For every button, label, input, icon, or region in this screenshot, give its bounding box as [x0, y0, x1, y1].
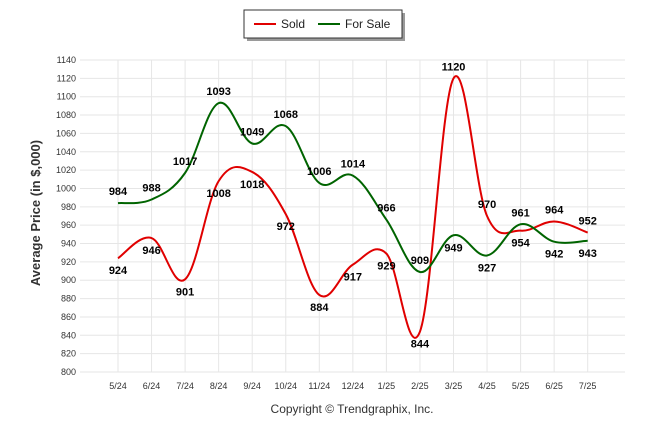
- data-label-for-sale: 942: [545, 249, 563, 261]
- y-axis-label: Average Price (in $,000): [28, 140, 43, 286]
- data-label-sold: 901: [176, 286, 194, 298]
- x-tick-label: 5/24: [109, 381, 127, 391]
- data-label-sold: 1120: [442, 61, 466, 73]
- data-label-for-sale: 1049: [240, 127, 264, 139]
- data-label-for-sale: 984: [109, 186, 128, 198]
- data-label-sold: 917: [344, 272, 362, 284]
- copyright-footer: Copyright © Trendgraphix, Inc.: [271, 402, 434, 416]
- y-tick-label: 1100: [57, 92, 76, 102]
- data-labels: 924 946 901 1008 1018 972 884 917 929 844 1120 970 9…: [109, 61, 597, 350]
- y-tick-label: 1040: [56, 147, 76, 157]
- data-label-for-sale: 961: [511, 207, 529, 219]
- x-tick-label: 11/24: [308, 381, 330, 391]
- legend: Sold For Sale: [243, 9, 405, 41]
- y-tick-label: 1080: [56, 110, 76, 120]
- data-label-sold: 1018: [240, 179, 264, 191]
- data-label-sold: 884: [310, 302, 329, 314]
- legend-label-for-sale: For Sale: [345, 17, 391, 31]
- data-label-sold: 929: [377, 261, 395, 273]
- series-line-for-sale: [117, 101, 588, 273]
- data-label-sold: 924: [109, 265, 128, 277]
- y-tick-label: 880: [61, 294, 76, 304]
- x-tick-label: 12/24: [342, 381, 365, 391]
- x-tick-label: 10/24: [274, 381, 297, 391]
- x-tick-label: 5/25: [512, 381, 530, 391]
- data-label-for-sale: 909: [411, 255, 429, 267]
- data-label-for-sale: 988: [142, 182, 160, 194]
- data-label-for-sale: 1006: [307, 166, 331, 178]
- y-tick-label: 1020: [56, 165, 76, 175]
- y-tick-label: 840: [61, 330, 76, 340]
- y-tick-label: 1140: [57, 55, 76, 65]
- y-tick-label: 900: [61, 275, 76, 285]
- y-tick-label: 1000: [56, 183, 76, 193]
- data-label-sold: 1008: [206, 188, 230, 200]
- x-tick-label: 9/24: [243, 381, 261, 391]
- data-label-for-sale: 966: [377, 203, 395, 215]
- x-tick-label: 8/24: [210, 381, 228, 391]
- data-label-for-sale: 1017: [173, 156, 197, 168]
- y-tick-label: 820: [61, 349, 76, 359]
- x-tick-label: 6/25: [545, 381, 563, 391]
- y-tick-label: 1120: [57, 73, 76, 83]
- x-tick-label: 6/24: [143, 381, 161, 391]
- x-tick-label: 1/25: [378, 381, 396, 391]
- y-tick-label: 860: [61, 312, 76, 322]
- y-tick-label: 940: [61, 239, 76, 249]
- data-label-for-sale: 927: [478, 262, 496, 274]
- y-tick-label: 960: [61, 220, 76, 230]
- data-label-sold: 844: [411, 339, 430, 351]
- x-tick-label: 7/25: [579, 381, 597, 391]
- data-label-for-sale: 943: [579, 248, 597, 260]
- legend-label-sold: Sold: [281, 17, 305, 31]
- y-tick-label: 800: [61, 367, 76, 377]
- y-tick-label: 980: [61, 202, 76, 212]
- data-label-for-sale: 1014: [341, 159, 366, 171]
- y-tick-label: 1060: [56, 128, 76, 138]
- y-tick-label: 920: [61, 257, 76, 267]
- series-line-sold: [117, 75, 589, 339]
- data-label-for-sale: 949: [444, 242, 462, 254]
- data-label-sold: 946: [142, 245, 160, 257]
- x-tick-label: 4/25: [478, 381, 496, 391]
- data-label-sold: 970: [478, 199, 496, 211]
- data-label-sold: 952: [579, 216, 597, 228]
- data-label-sold: 954: [511, 238, 530, 250]
- x-tick-label: 7/24: [176, 381, 194, 391]
- x-tick-label: 3/25: [445, 381, 463, 391]
- x-tick-label: 2/25: [411, 381, 429, 391]
- data-label-sold: 964: [545, 205, 564, 217]
- y-axis-ticks: 800 820 840 860 880 900 920 940 960 980 1000 1020 10…: [56, 55, 76, 377]
- data-label-for-sale: 1068: [274, 109, 298, 121]
- x-axis-ticks: 5/24 6/24 7/24 8/24 9/24 10/24 11/24 12/24 1/25 2…: [109, 381, 596, 391]
- grid: [80, 59, 625, 373]
- data-label-for-sale: 1093: [206, 86, 230, 98]
- series-lines: [117, 75, 589, 339]
- data-label-sold: 972: [277, 221, 295, 233]
